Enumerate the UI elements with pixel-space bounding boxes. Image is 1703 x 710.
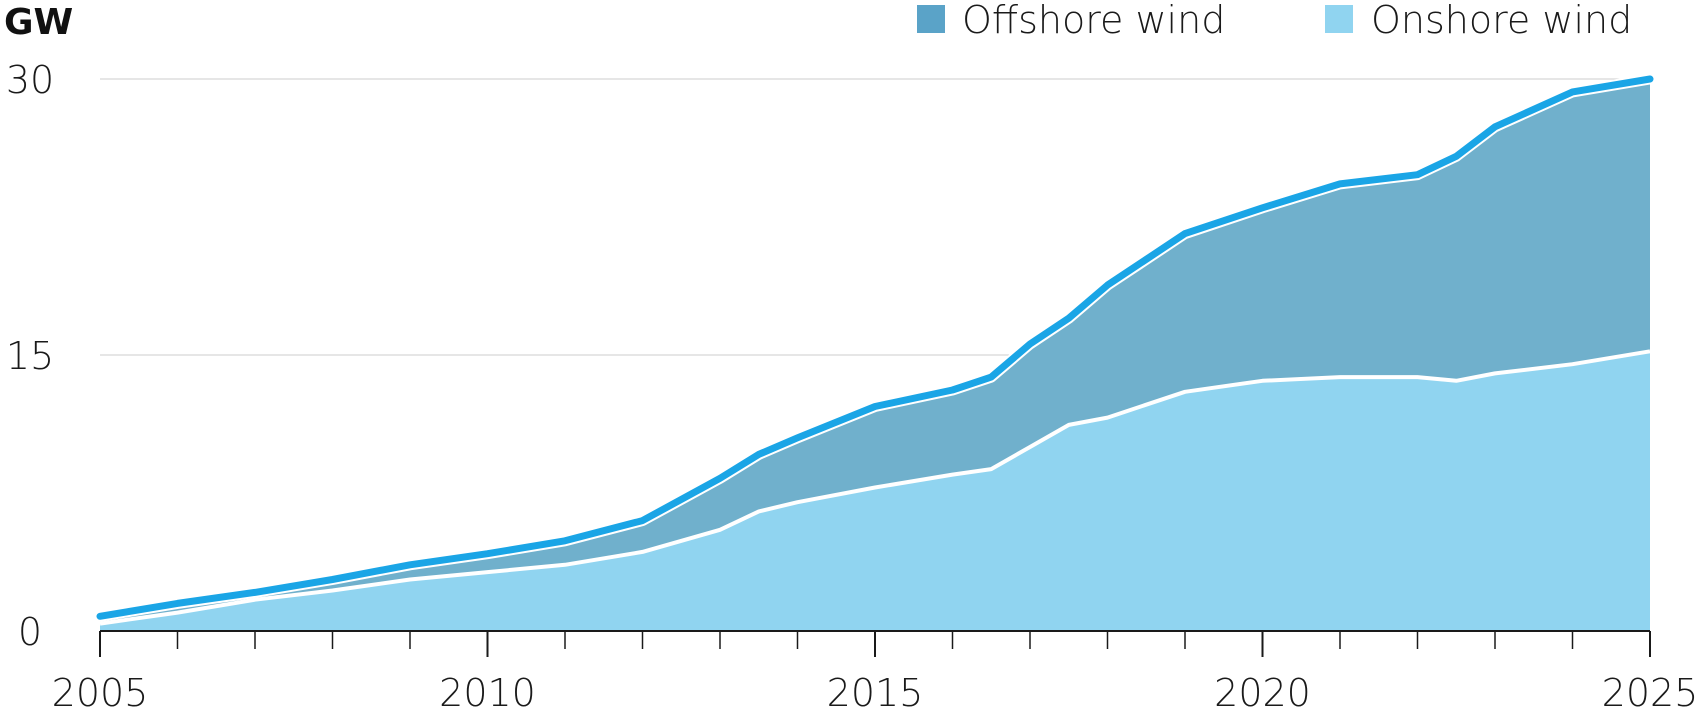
line-onshore-wind [99, 349, 1651, 626]
legend-swatch-offshore [917, 5, 945, 33]
x-tick-label-2010: 2010 [439, 671, 536, 710]
legend: Offshore wind Onshore wind [917, 0, 1632, 42]
x-tick-label-2015: 2015 [827, 671, 924, 710]
x-tick-label-2005: 2005 [52, 671, 149, 710]
y-tick-label-0: 0 [18, 610, 42, 654]
y-tick-label-15: 15 [6, 334, 54, 378]
area-offshore-wind [100, 79, 1650, 624]
unit-label: GW [4, 2, 73, 43]
legend-label-onshore: Onshore wind [1371, 0, 1632, 42]
x-tick-label-2025: 2025 [1602, 671, 1699, 710]
line-layer [94, 73, 1656, 626]
legend-label-offshore: Offshore wind [962, 0, 1225, 42]
x-tick-label-2020: 2020 [1214, 671, 1311, 710]
area-layer [100, 79, 1650, 631]
area-onshore-wind [100, 351, 1650, 631]
y-tick-label-30: 30 [6, 58, 54, 102]
axis-layer: 2005 2010 2015 2020 2025 0 15 30 [6, 58, 1699, 710]
legend-swatch-onshore [1325, 5, 1353, 33]
line-total-wind [96, 75, 1654, 620]
